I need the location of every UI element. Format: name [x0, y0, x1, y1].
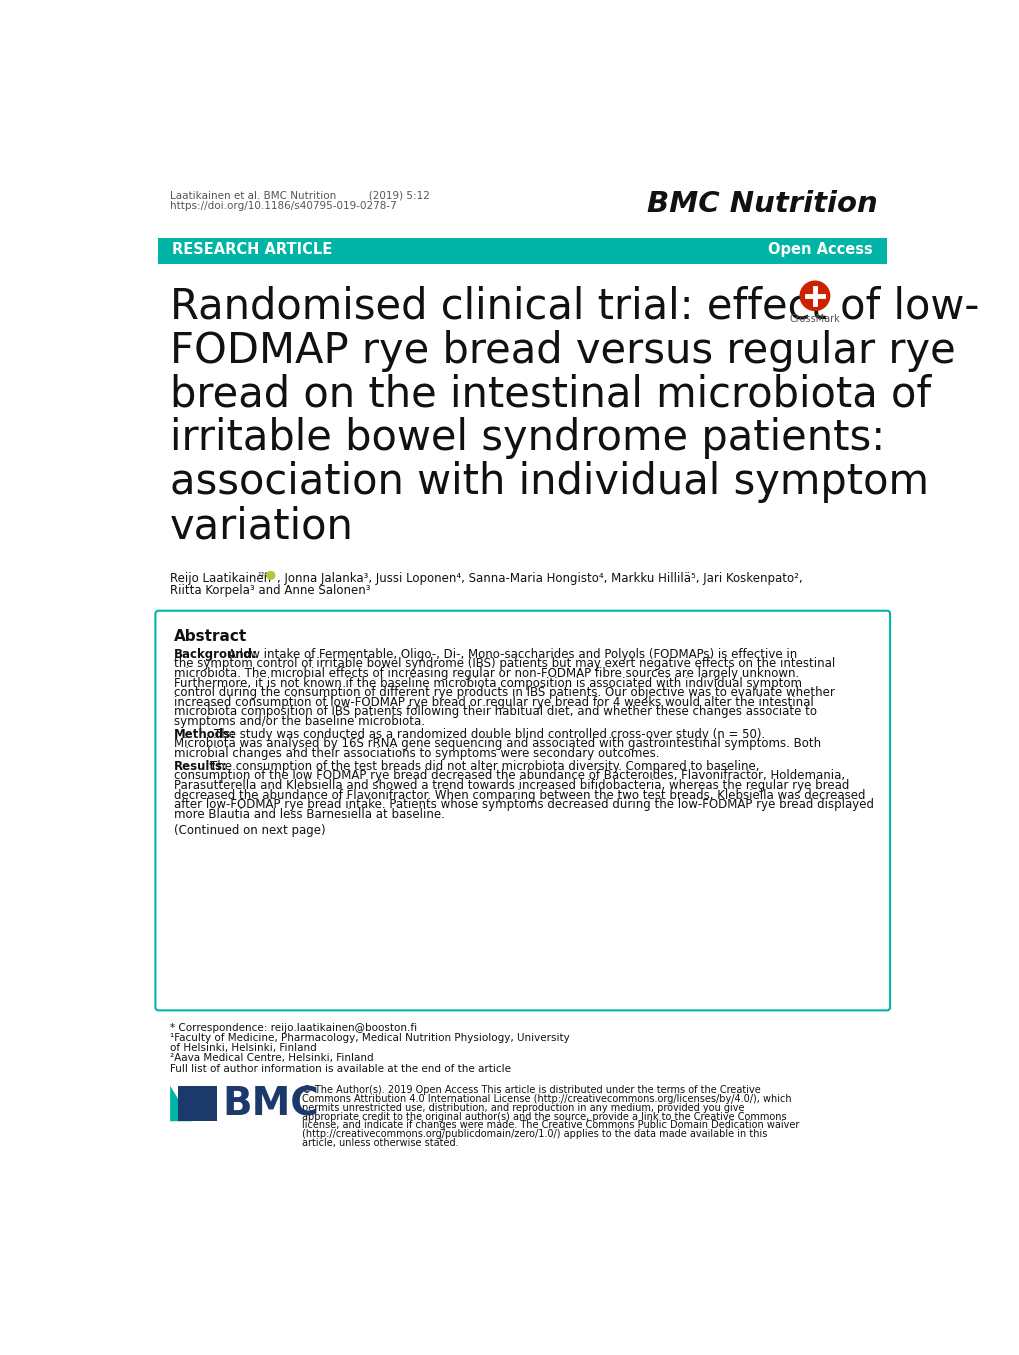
Text: ²Aava Medical Centre, Helsinki, Finland: ²Aava Medical Centre, Helsinki, Finland: [170, 1053, 373, 1064]
Text: bread on the intestinal microbiota of: bread on the intestinal microbiota of: [170, 374, 930, 416]
Text: Methods:: Methods:: [174, 728, 235, 741]
Text: (http://creativecommons.org/publicdomain/zero/1.0/) applies to the data made ava: (http://creativecommons.org/publicdomain…: [302, 1129, 766, 1140]
Text: appropriate credit to the original author(s) and the source, provide a link to t: appropriate credit to the original autho…: [302, 1111, 786, 1122]
Text: Laatikainen et al. BMC Nutrition          (2019) 5:12: Laatikainen et al. BMC Nutrition (2019) …: [170, 190, 430, 201]
Text: microbiota composition of IBS patients following their habitual diet, and whethe: microbiota composition of IBS patients f…: [174, 706, 816, 718]
Bar: [158, 238, 887, 264]
Text: Furthermore, it is not known if the baseline microbiota composition is associate: Furthermore, it is not known if the base…: [174, 676, 801, 690]
Text: microbiota. The microbial effects of increasing regular or non-FODMAP fibre sour: microbiota. The microbial effects of inc…: [174, 667, 799, 680]
Text: , Jonna Jalanka³, Jussi Loponen⁴, Sanna-Maria Hongisto⁴, Markku Hillilä⁵, Jari K: , Jonna Jalanka³, Jussi Loponen⁴, Sanna-…: [277, 572, 802, 585]
Text: after low-FODMAP rye bread intake. Patients whose symptoms decreased during the : after low-FODMAP rye bread intake. Patie…: [174, 798, 873, 812]
Text: BMC: BMC: [222, 1085, 319, 1123]
Text: more Blautia and less Barnesiella at baseline.: more Blautia and less Barnesiella at bas…: [174, 808, 444, 821]
Text: Commons Attribution 4.0 International License (http://creativecommons.org/licens: Commons Attribution 4.0 International Li…: [302, 1093, 791, 1104]
Text: consumption of the low FODMAP rye bread decreased the abundance of Bacteroides, : consumption of the low FODMAP rye bread …: [174, 770, 845, 782]
Text: FODMAP rye bread versus regular rye: FODMAP rye bread versus regular rye: [170, 329, 955, 371]
Bar: [177, 1085, 216, 1121]
Text: The study was conducted as a randomized double blind controlled cross-over study: The study was conducted as a randomized …: [214, 728, 765, 741]
Text: Results:: Results:: [174, 760, 227, 772]
Text: license, and indicate if changes were made. The Creative Commons Public Domain D: license, and indicate if changes were ma…: [302, 1121, 799, 1130]
Text: Open Access: Open Access: [767, 243, 872, 257]
Text: control during the consumption of different rye products in IBS patients. Our ob: control during the consumption of differ…: [174, 686, 835, 699]
Circle shape: [800, 282, 828, 310]
Text: decreased the abundance of Flavonifractor. When comparing between the two test b: decreased the abundance of Flavonifracto…: [174, 789, 865, 802]
Text: variation: variation: [170, 505, 354, 547]
Text: Reijo Laatikainen: Reijo Laatikainen: [170, 572, 271, 585]
Text: of Helsinki, Helsinki, Finland: of Helsinki, Helsinki, Finland: [170, 1043, 317, 1053]
Text: Parasutterella and Klebsiella and showed a trend towards increased bifidobacteri: Parasutterella and Klebsiella and showed…: [174, 779, 849, 791]
Text: Microbiota was analysed by 16S rRNA gene sequencing and associated with gastroin: Microbiota was analysed by 16S rRNA gene…: [174, 737, 820, 751]
Text: A low intake of Fermentable, Oligo-, Di-, Mono-saccharides and Polyols (FODMAPs): A low intake of Fermentable, Oligo-, Di-…: [228, 648, 797, 661]
Text: © The Author(s). 2019 Open Access This article is distributed under the terms of: © The Author(s). 2019 Open Access This a…: [302, 1085, 760, 1095]
Text: RESEARCH ARTICLE: RESEARCH ARTICLE: [172, 243, 332, 257]
Circle shape: [267, 572, 274, 579]
Text: Abstract: Abstract: [174, 629, 247, 644]
Text: irritable bowel syndrome patients:: irritable bowel syndrome patients:: [170, 417, 884, 459]
Text: Background:: Background:: [174, 648, 258, 661]
Text: symptoms and/or the baseline microbiota.: symptoms and/or the baseline microbiota.: [174, 715, 425, 728]
Text: permits unrestricted use, distribution, and reproduction in any medium, provided: permits unrestricted use, distribution, …: [302, 1103, 744, 1112]
Text: the symptom control of irritable bowel syndrome (IBS) patients but may exert neg: the symptom control of irritable bowel s…: [174, 657, 835, 671]
Text: ¹²⁶*: ¹²⁶*: [257, 572, 272, 581]
Text: Full list of author information is available at the end of the article: Full list of author information is avail…: [170, 1064, 511, 1073]
Text: (Continued on next page): (Continued on next page): [174, 824, 325, 836]
Text: * Correspondence: reijo.laatikainen@booston.fi: * Correspondence: reijo.laatikainen@boos…: [170, 1023, 417, 1034]
Text: Randomised clinical trial: effect of low-: Randomised clinical trial: effect of low…: [170, 286, 978, 328]
Text: https://doi.org/10.1186/s40795-019-0278-7: https://doi.org/10.1186/s40795-019-0278-…: [170, 201, 396, 211]
Polygon shape: [170, 1085, 192, 1121]
Text: microbial changes and their associations to symptoms were secondary outcomes.: microbial changes and their associations…: [174, 747, 659, 760]
Text: BMC Nutrition: BMC Nutrition: [646, 190, 876, 218]
Text: association with individual symptom: association with individual symptom: [170, 461, 928, 503]
Text: increased consumption of low-FODMAP rye bread or regular rye bread for 4 weeks w: increased consumption of low-FODMAP rye …: [174, 696, 813, 709]
FancyBboxPatch shape: [155, 611, 890, 1011]
Text: article, unless otherwise stated.: article, unless otherwise stated.: [302, 1138, 459, 1148]
Text: ¹Faculty of Medicine, Pharmacology, Medical Nutrition Physiology, University: ¹Faculty of Medicine, Pharmacology, Medi…: [170, 1034, 570, 1043]
Text: CrossMark: CrossMark: [789, 314, 840, 324]
Text: The consumption of the test breads did not alter microbiota diversity. Compared : The consumption of the test breads did n…: [210, 760, 758, 772]
Text: Riitta Korpela³ and Anne Salonen³: Riitta Korpela³ and Anne Salonen³: [170, 584, 370, 596]
